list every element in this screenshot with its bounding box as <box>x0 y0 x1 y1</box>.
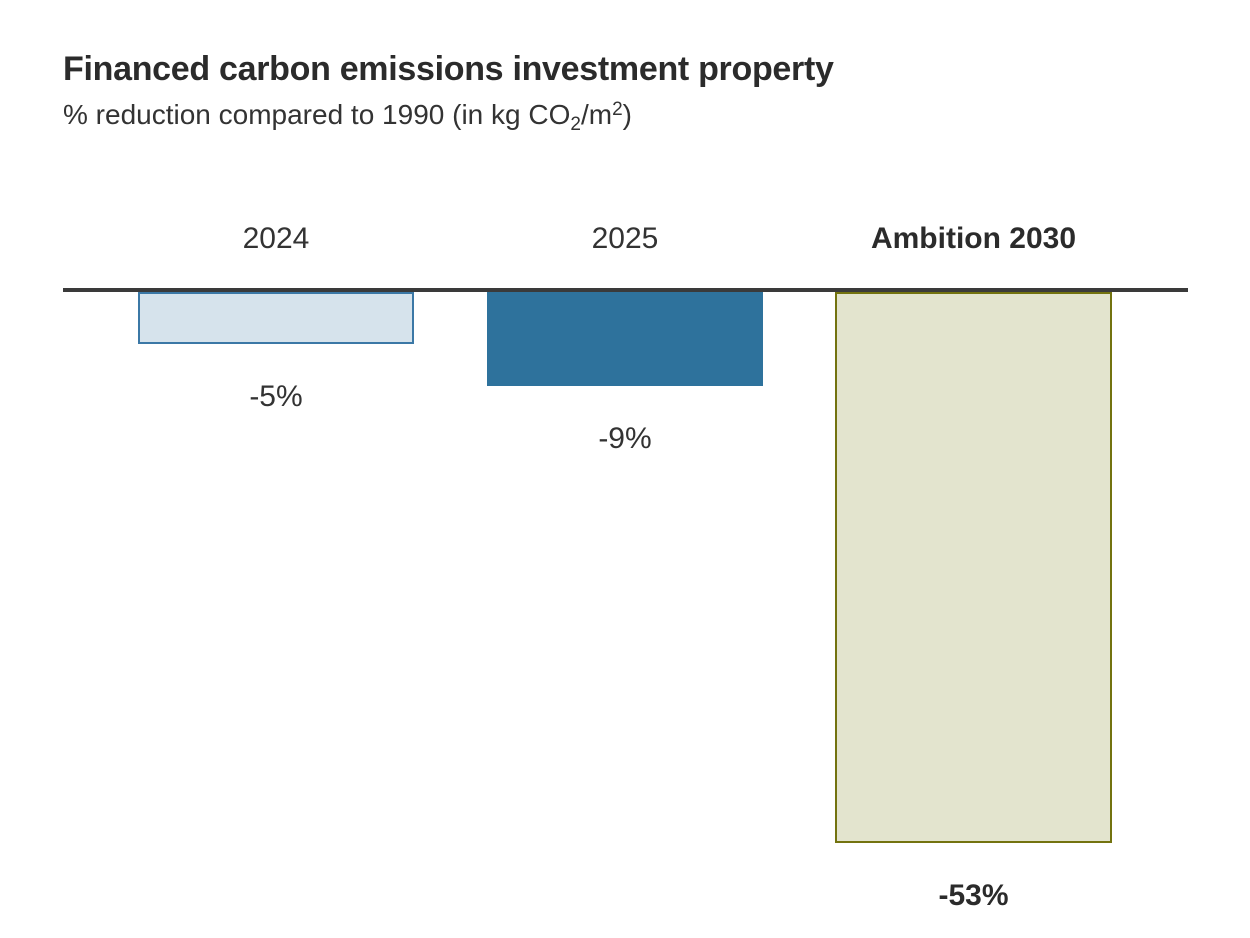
bar-group-ambition-2030: Ambition 2030 -53% <box>835 0 1112 938</box>
value-label-2025: -9% <box>598 422 652 455</box>
bar-2024 <box>138 292 414 344</box>
value-label-ambition-2030: -53% <box>938 879 1009 912</box>
subtitle-text-mid: /m <box>580 99 613 130</box>
value-label-2024: -5% <box>249 380 303 413</box>
subtitle-subscript: 2 <box>570 114 581 135</box>
chart-title: Financed carbon emissions investment pro… <box>63 50 834 88</box>
subtitle-text-pre: % reduction compared to 1990 (in kg CO <box>63 99 571 130</box>
category-label-ambition-2030: Ambition 2030 <box>870 222 1077 255</box>
category-label-2024: 2024 <box>242 222 310 255</box>
bar-2025 <box>487 292 763 386</box>
bar-group-2025: 2025 -9% <box>487 0 763 938</box>
bar-group-2024: 2024 -5% <box>138 0 414 938</box>
bar-ambition-2030 <box>835 292 1112 843</box>
category-label-2025: 2025 <box>591 222 659 255</box>
subtitle-text-post: ) <box>622 99 632 130</box>
subtitle-superscript: 2 <box>612 99 623 120</box>
baseline-axis <box>63 288 1188 292</box>
chart-subtitle: % reduction compared to 1990 (in kg CO2/… <box>63 99 632 134</box>
